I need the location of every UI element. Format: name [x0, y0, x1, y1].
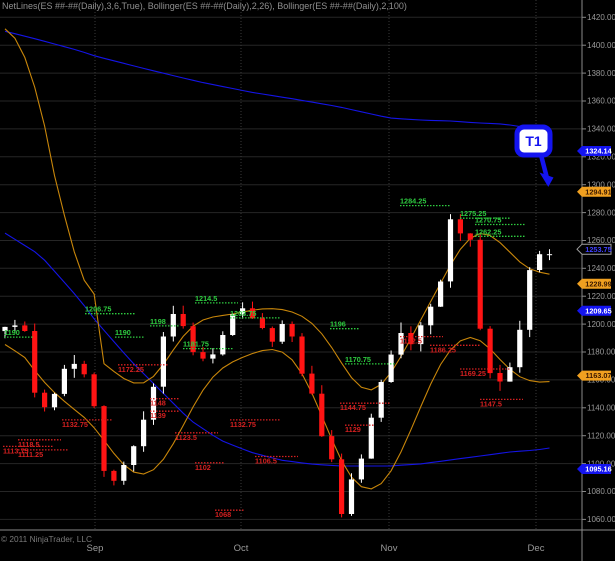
svg-text:1180.00: 1180.00 [587, 348, 615, 357]
svg-text:1270.75: 1270.75 [475, 216, 501, 225]
svg-text:1400.00: 1400.00 [587, 41, 615, 50]
svg-text:1200.00: 1200.00 [587, 320, 615, 329]
svg-text:1186.25: 1186.25 [430, 345, 456, 354]
svg-text:1192.5: 1192.5 [400, 337, 422, 346]
svg-text:1340.00: 1340.00 [587, 125, 615, 134]
svg-text:1139: 1139 [150, 411, 166, 420]
svg-text:1294.91: 1294.91 [585, 187, 611, 196]
svg-text:1380.00: 1380.00 [587, 69, 615, 78]
svg-text:1262.25: 1262.25 [475, 227, 501, 236]
svg-text:1228.99: 1228.99 [585, 279, 611, 288]
svg-text:1140.00: 1140.00 [587, 404, 615, 413]
svg-text:1080.00: 1080.00 [587, 487, 615, 496]
svg-text:1360.00: 1360.00 [587, 97, 615, 106]
svg-text:Sep: Sep [87, 543, 104, 554]
svg-text:1068: 1068 [215, 510, 231, 519]
svg-text:1148: 1148 [150, 399, 166, 408]
svg-text:1240.00: 1240.00 [587, 264, 615, 273]
svg-text:1147.5: 1147.5 [480, 399, 502, 408]
svg-text:Dec: Dec [528, 543, 545, 554]
svg-text:1132.75: 1132.75 [62, 420, 88, 429]
svg-text:1172.25: 1172.25 [118, 365, 144, 374]
svg-text:© 2011 NinjaTrader, LLC: © 2011 NinjaTrader, LLC [1, 534, 92, 544]
svg-text:1170.75: 1170.75 [345, 355, 371, 364]
svg-text:1102: 1102 [195, 463, 211, 472]
svg-text:Oct: Oct [234, 543, 249, 554]
svg-text:1280.00: 1280.00 [587, 208, 615, 217]
svg-text:1106.5: 1106.5 [255, 457, 277, 466]
svg-text:1118.5: 1118.5 [18, 440, 40, 449]
svg-text:1123.5: 1123.5 [175, 433, 197, 442]
svg-text:1324.14: 1324.14 [585, 147, 612, 156]
svg-text:1169.25: 1169.25 [460, 369, 486, 378]
svg-text:1203.75: 1203.75 [230, 309, 256, 318]
svg-text:1198: 1198 [150, 317, 166, 326]
svg-text:1220.00: 1220.00 [587, 292, 615, 301]
svg-text:1420.00: 1420.00 [587, 13, 615, 22]
svg-text:1181.75: 1181.75 [183, 340, 209, 349]
svg-text:1132.75: 1132.75 [230, 420, 256, 429]
svg-text:1206.75: 1206.75 [85, 305, 111, 314]
svg-text:1253.75: 1253.75 [585, 245, 611, 254]
svg-text:1209.65: 1209.65 [585, 306, 611, 315]
svg-text:1284.25: 1284.25 [400, 197, 426, 206]
svg-text:T1: T1 [525, 133, 542, 149]
svg-text:1144.75: 1144.75 [340, 403, 366, 412]
svg-text:1196: 1196 [330, 320, 346, 329]
svg-text:Nov: Nov [381, 543, 398, 554]
svg-text:NetLines(ES ##-##(Daily),3,6,T: NetLines(ES ##-##(Daily),3,6,True), Boll… [2, 1, 407, 11]
svg-text:1095.16: 1095.16 [585, 465, 611, 474]
svg-text:1060.00: 1060.00 [587, 515, 615, 524]
svg-text:1214.5: 1214.5 [195, 294, 217, 303]
svg-text:1120.00: 1120.00 [587, 431, 615, 440]
svg-text:1190: 1190 [115, 328, 131, 337]
svg-text:1111.25: 1111.25 [18, 450, 43, 459]
svg-text:1163.07: 1163.07 [586, 371, 612, 380]
svg-text:1129: 1129 [345, 425, 361, 434]
svg-text:1190: 1190 [4, 328, 20, 337]
